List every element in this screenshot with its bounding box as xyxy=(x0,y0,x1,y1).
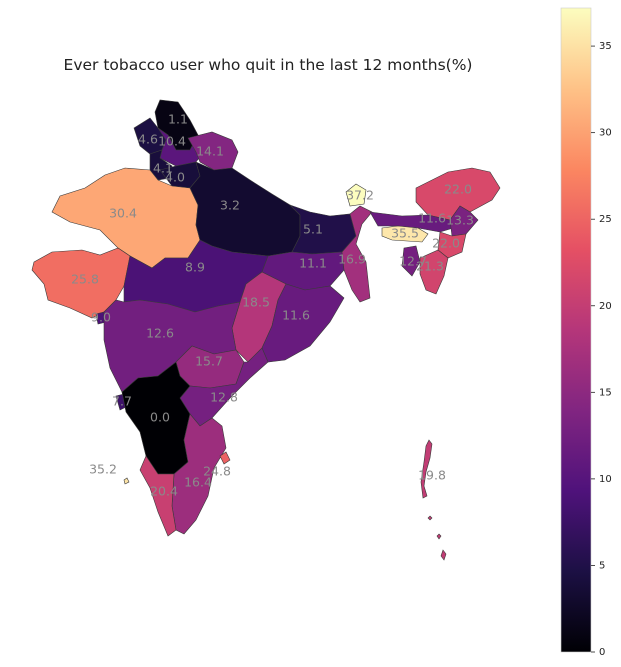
colorbar-tick-label-15: 15 xyxy=(599,387,612,398)
value-label-andhra: 12.8 xyxy=(210,390,238,405)
colorbar: 0 5 10 15 20 25 30 35 xyxy=(560,7,612,658)
region-mizoram xyxy=(419,249,449,295)
value-label-west-bengal: 16.9 xyxy=(338,252,366,267)
region-uttar-pradesh xyxy=(189,161,301,257)
region-lakshadweep xyxy=(123,477,130,485)
region-puducherry xyxy=(219,451,231,465)
value-label-madhya-pradesh: 8.9 xyxy=(185,260,205,275)
region-tripura xyxy=(401,245,421,277)
value-label-tamil-nadu: 16.4 xyxy=(184,475,212,490)
value-label-mizoram: 21.3 xyxy=(416,259,444,274)
value-label-haryana: 4.0 xyxy=(165,170,185,185)
value-label-sikkim: 37.2 xyxy=(346,188,374,203)
value-label-punjab: 4.1 xyxy=(153,161,173,176)
value-label-andaman: 19.8 xyxy=(418,468,446,483)
value-label-karnataka: 0.0 xyxy=(150,410,170,425)
value-label-jk-west: 4.6 xyxy=(138,132,158,147)
colorbar-ticks: 0 5 10 15 20 25 30 35 xyxy=(591,41,612,658)
region-andaman-island-3 xyxy=(440,549,447,561)
region-andaman-island-1 xyxy=(427,515,433,521)
region-odisha xyxy=(261,283,345,363)
value-label-jk-north: 1.1 xyxy=(168,112,188,127)
value-label-jk-east: 10.4 xyxy=(158,134,186,149)
region-kerala xyxy=(139,455,177,537)
value-label-uttar-pradesh: 3.2 xyxy=(220,198,240,213)
value-label-puducherry: 24.8 xyxy=(203,464,231,479)
region-layer xyxy=(31,99,501,561)
region-sikkim xyxy=(345,183,367,207)
colorbar-tick-label-0: 0 xyxy=(599,647,605,658)
colorbar-tick-label-25: 25 xyxy=(599,214,612,225)
colorbar-tick-label-20: 20 xyxy=(599,301,612,312)
value-label-rajasthan: 30.4 xyxy=(109,206,137,221)
region-andaman xyxy=(420,439,433,499)
value-label-goa: 7.7 xyxy=(112,394,132,409)
region-andaman-island-2 xyxy=(436,533,442,540)
value-label-lakshadweep: 35.2 xyxy=(89,462,117,477)
colorbar-tick-label-35: 35 xyxy=(599,41,612,52)
colorbar-tick-label-10: 10 xyxy=(599,474,612,485)
value-label-dadra: 9.0 xyxy=(91,310,111,325)
value-label-gujarat: 25.8 xyxy=(71,272,99,287)
value-label-maharashtra: 12.6 xyxy=(146,326,174,341)
colorbar-tick-label-30: 30 xyxy=(599,128,612,139)
value-label-layer: 1.1 4.6 10.4 14.1 4.14.0 30.4 3.2 25.8 8.9 5.1 11.… xyxy=(71,112,474,499)
region-bihar xyxy=(289,204,357,255)
value-label-kerala: 20.4 xyxy=(150,484,178,499)
value-label-odisha: 11.6 xyxy=(282,308,310,323)
colorbar-tick-label-5: 5 xyxy=(599,560,605,571)
value-label-manipur: 22.0 xyxy=(432,236,460,251)
region-arunachal xyxy=(415,167,501,221)
region-meghalaya xyxy=(381,225,429,243)
value-label-jharkhand: 11.1 xyxy=(299,256,327,271)
value-label-meghalaya: 35.5 xyxy=(391,226,419,241)
value-label-arunachal: 22.0 xyxy=(444,182,472,197)
value-label-assam: 11.6 xyxy=(418,211,446,226)
map-title: Ever tobacco user who quit in the last 1… xyxy=(64,56,473,74)
value-label-himachal: 14.1 xyxy=(196,144,224,159)
value-label-telangana: 15.7 xyxy=(195,354,223,369)
value-label-tripura: 12.7 xyxy=(399,254,427,269)
value-label-bihar: 5.1 xyxy=(303,222,323,237)
colorbar-scale xyxy=(560,7,592,653)
value-label-nagaland: 13.3 xyxy=(446,213,474,228)
value-label-chhattisgarh: 18.5 xyxy=(242,295,270,310)
